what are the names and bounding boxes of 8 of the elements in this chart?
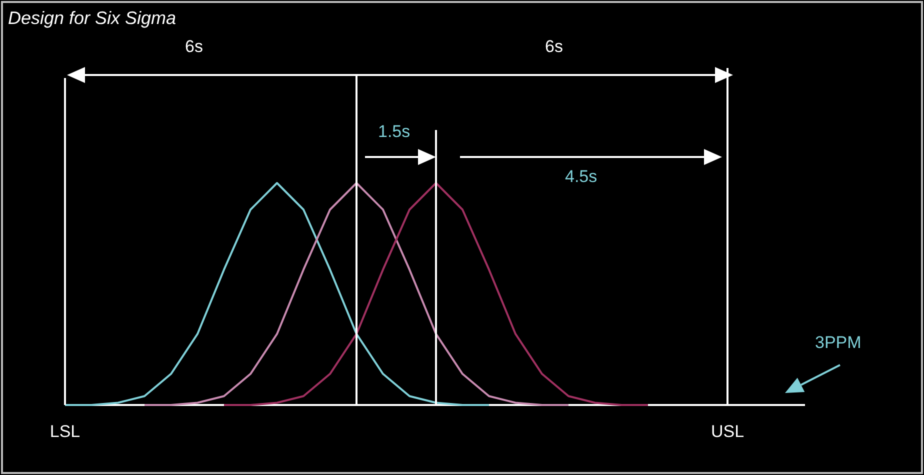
text: 6s [545, 37, 563, 56]
x-tick-label: USL [710, 422, 744, 441]
text: 3PPM [815, 333, 862, 352]
text: 1.5s [378, 122, 410, 141]
annotation: 4.5s [565, 167, 598, 186]
chart-title: Design for Six Sigma [8, 8, 176, 28]
x-tick-label: LSL [50, 422, 80, 441]
text: 6s [185, 37, 203, 56]
